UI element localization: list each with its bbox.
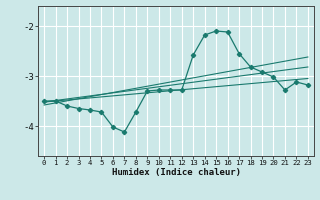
X-axis label: Humidex (Indice chaleur): Humidex (Indice chaleur) [111,168,241,177]
